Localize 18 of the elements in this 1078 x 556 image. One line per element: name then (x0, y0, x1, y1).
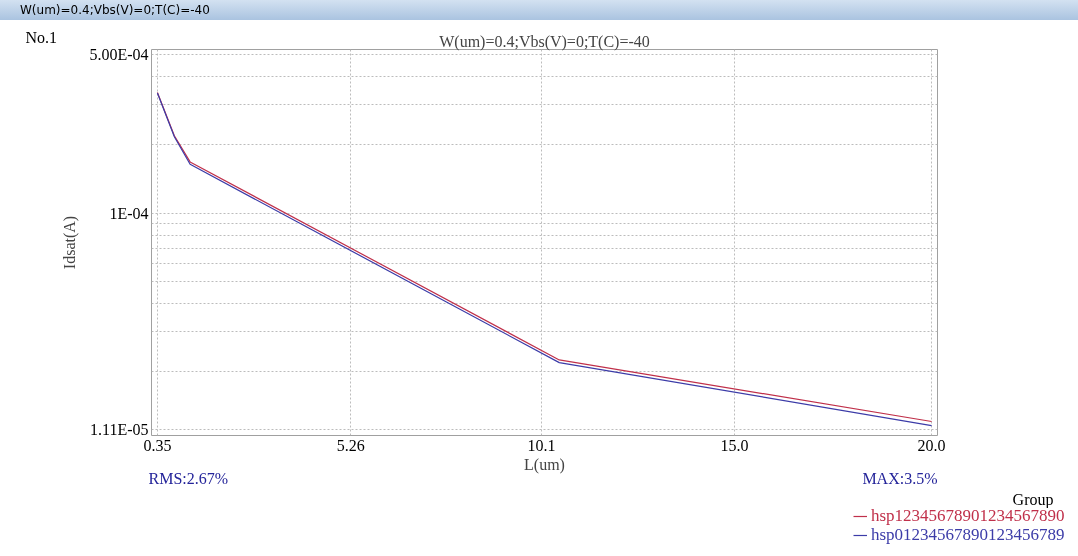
x-tick-label: 0.35 (143, 436, 172, 454)
text: No.1 (25, 29, 58, 46)
x-tick-label: 20.0 (917, 436, 946, 454)
text: RMS:2.67% (148, 470, 229, 487)
legend-title: Group (1012, 491, 1054, 509)
y-tick-label: 1E-04 (109, 204, 149, 222)
y-axis-title: Idsat(A) (61, 215, 80, 270)
legend-label: hsp01234567890123456789 (871, 525, 1065, 545)
y-tick-label: 1.11E-05 (89, 421, 149, 439)
x-tick-label: 10.1 (527, 436, 556, 454)
y-tick-label: 5.00E-04 (89, 45, 149, 63)
chart-title: W(um)=0.4;Vbs(V)=0;T(C)=-40 (439, 32, 650, 51)
x-tick-label: 15.0 (720, 436, 749, 454)
text: MAX:3.5% (862, 470, 938, 487)
x-tick-label: 5.26 (336, 436, 365, 454)
text: W(um)=0.4;Vbs(V)=0;T(C)=-40 (20, 2, 210, 19)
legend-label: hsp12345678901234567890 (871, 508, 1065, 526)
x-axis-title: L(um) (524, 455, 565, 474)
